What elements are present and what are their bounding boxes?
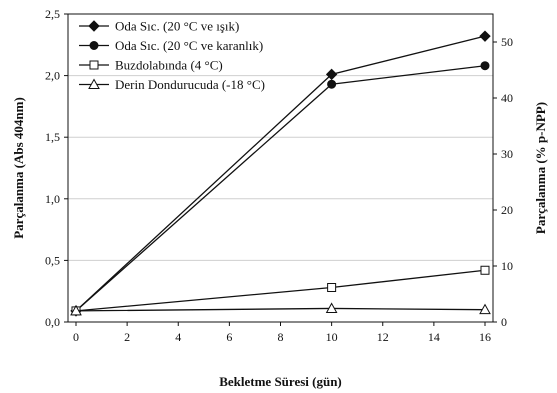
legend-marker	[88, 78, 100, 89]
legend-item: Oda Sıc. (20 °C ve ışık)	[79, 19, 239, 34]
series-line	[75, 65, 486, 312]
legend-item: Oda Sıc. (20 °C ve karanlık)	[79, 38, 263, 53]
x-tick-label: 16	[479, 330, 491, 344]
legend-marker	[89, 60, 99, 70]
legend-label: Oda Sıc. (20 °C ve karanlık)	[115, 38, 263, 53]
legend-item: Derin Dondurucuda (-18 °C)	[79, 77, 265, 92]
data-point	[327, 79, 337, 89]
x-tick-label: 2	[124, 330, 130, 344]
data-point	[480, 61, 490, 71]
y-tick-label: 1,5	[45, 130, 60, 144]
y2-tick-label: 0	[501, 315, 507, 329]
y2-tick-label: 30	[501, 147, 513, 161]
series-layer	[70, 30, 491, 317]
series-3	[71, 265, 490, 316]
x-tick-label: 4	[175, 330, 181, 344]
y2-tick-label: 50	[501, 35, 513, 49]
legend-label: Oda Sıc. (20 °C ve ışık)	[115, 19, 239, 34]
x-tick-label: 10	[326, 330, 338, 344]
x-tick-label: 12	[377, 330, 389, 344]
gridlines	[68, 75, 493, 261]
y-tick-label: 0,5	[45, 253, 60, 267]
x-axis: 0 2 4 6 8 10 12 14 16	[73, 322, 491, 344]
x-tick-label: 8	[278, 330, 284, 344]
y2-axis-title: Parçalanma (% p-NPP)	[533, 102, 548, 234]
data-point	[325, 302, 338, 313]
y2-tick-label: 40	[501, 91, 513, 105]
data-point	[327, 283, 337, 293]
legend-item: Buzdolabında (4 °C)	[79, 58, 223, 73]
legend-label: Derin Dondurucuda (-18 °C)	[115, 77, 265, 92]
y2-tick-label: 20	[501, 203, 513, 217]
data-point	[325, 68, 338, 81]
y-tick-label: 2,0	[45, 69, 60, 83]
series-1	[70, 30, 491, 317]
y-axis-title: Parçalanma (Abs 404nm)	[11, 97, 26, 239]
y-tick-label: 2,5	[45, 7, 60, 21]
legend-label: Buzdolabında (4 °C)	[115, 58, 223, 73]
data-point	[480, 265, 490, 275]
series-line	[75, 269, 486, 312]
y-axis-right: 0 10 20 30 40 50	[493, 35, 513, 329]
data-point	[479, 303, 491, 315]
data-point	[479, 30, 491, 42]
x-tick-label: 0	[73, 330, 79, 344]
data-point	[70, 304, 82, 316]
x-axis-title: Bekletme Süresi (gün)	[219, 374, 342, 389]
y2-tick-label: 10	[501, 259, 513, 273]
x-tick-label: 14	[428, 330, 440, 344]
legend: Oda Sıc. (20 °C ve ışık) Oda Sıc. (20 °C …	[79, 19, 265, 92]
legend-marker	[88, 20, 100, 32]
series-4	[70, 302, 491, 316]
y-tick-label: 0,0	[45, 315, 60, 329]
series-line	[75, 307, 486, 312]
y-tick-label: 1,0	[45, 192, 60, 206]
x-tick-label: 6	[226, 330, 232, 344]
legend-marker	[89, 41, 99, 50]
y-axis-left: 0,0 0,5 1,0 1,5 2,0 2,5	[45, 7, 68, 329]
